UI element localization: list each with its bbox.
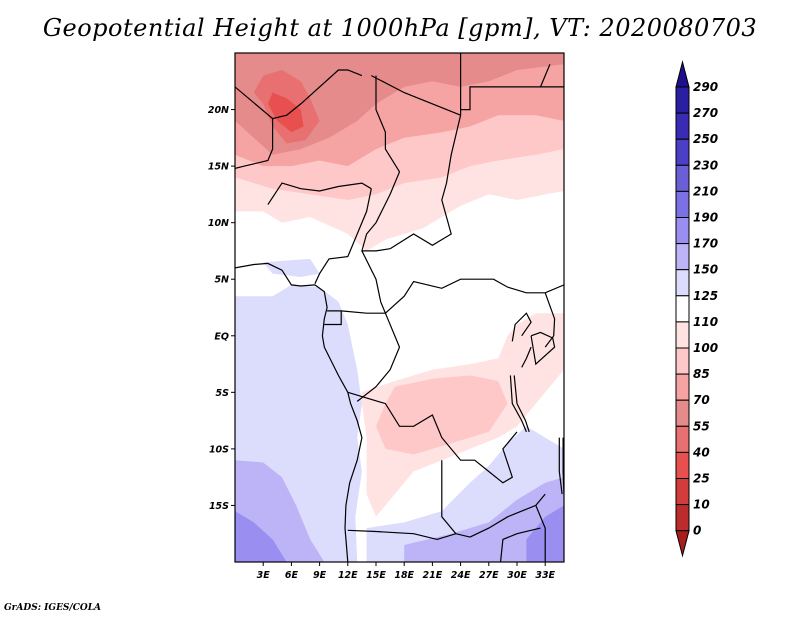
border-line — [511, 312, 532, 342]
colorbar-segment — [675, 295, 690, 323]
border-line — [460, 53, 564, 111]
x-tick-label: 18E — [394, 570, 414, 581]
colorbar-label: 150 — [693, 263, 718, 277]
y-tick-label: 20N — [208, 105, 229, 116]
border-line — [469, 493, 546, 538]
border-line — [347, 391, 518, 484]
x-tick-label: 30E — [507, 570, 527, 581]
colorbar-label: 70 — [693, 393, 710, 407]
colorbar-extend-bottom — [675, 530, 690, 558]
contour-region — [235, 511, 287, 562]
colorbar-label: 210 — [693, 184, 718, 198]
colorbar-label: 110 — [693, 315, 718, 329]
colorbar-segment — [675, 190, 690, 218]
colorbar-segment — [675, 86, 690, 114]
x-tick-label: 12E — [338, 570, 358, 581]
border-line — [539, 64, 551, 88]
y-tick-label: 15N — [208, 162, 229, 173]
border-line — [235, 262, 363, 562]
colorbar-label: 250 — [693, 132, 718, 146]
colorbar-segment — [675, 478, 690, 506]
border-line — [314, 188, 372, 284]
contour-region — [235, 53, 564, 155]
y-tick-label: 10N — [208, 218, 229, 229]
colorbar-segment — [675, 217, 690, 245]
border-line — [544, 292, 556, 348]
grads-credit: GrADS: IGES/COLA — [4, 603, 102, 613]
colorbar-segment — [675, 164, 690, 192]
colorbar-segment — [675, 138, 690, 166]
contour-region — [376, 375, 508, 455]
colorbar-extend-top — [675, 60, 690, 88]
border-line — [347, 529, 471, 541]
country-borders — [235, 53, 564, 562]
y-tick-label: 5N — [214, 275, 229, 286]
x-tick-label: 24E — [451, 570, 471, 581]
y-tick-label: 10S — [209, 444, 229, 455]
y-tick-label: 5S — [216, 388, 230, 399]
contour-region — [267, 92, 304, 133]
colorbar-label: 190 — [693, 211, 718, 225]
contour-region — [404, 477, 564, 562]
border-line — [361, 75, 401, 252]
colorbar-label: 10 — [693, 498, 710, 512]
border-line — [509, 375, 527, 433]
colorbar-label: 170 — [693, 237, 718, 251]
x-tick-label: 6E — [285, 570, 299, 581]
colorbar-label: 40 — [692, 445, 710, 459]
colorbar-segment — [675, 243, 690, 271]
border-line — [441, 460, 457, 535]
border-line — [389, 109, 462, 250]
colorbar: 2902702502302101901701501251101008570554… — [675, 60, 718, 558]
chart-title: Geopotential Height at 1000hPa [gpm], VT… — [42, 14, 758, 42]
colorbar-segment — [675, 451, 690, 479]
colorbar-segment — [675, 321, 690, 349]
border-line — [356, 312, 401, 402]
colorbar-segment — [675, 373, 690, 401]
border-line — [558, 437, 563, 495]
colorbar-label: 25 — [693, 472, 710, 486]
colorbar-label: 55 — [693, 419, 710, 433]
y-tick-label: EQ — [214, 331, 229, 342]
border-line — [371, 75, 461, 116]
border-line — [513, 375, 530, 433]
colorbar-segment — [675, 399, 690, 427]
colorbar-label: 290 — [693, 80, 718, 94]
colorbar-label: 270 — [693, 106, 718, 120]
x-tick-label: 9E — [313, 570, 327, 581]
border-line — [535, 505, 546, 562]
colorbar-segment — [675, 347, 690, 375]
colorbar-label: 85 — [693, 367, 710, 381]
border-line — [324, 310, 342, 326]
map-frame — [234, 52, 565, 563]
colorbar-label: 100 — [693, 341, 718, 355]
border-line — [267, 182, 372, 205]
x-tick-label: 27E — [479, 570, 499, 581]
colorbar-segment — [675, 269, 690, 297]
colorbar-segment — [675, 504, 690, 532]
border-line — [521, 346, 532, 368]
x-tick-label: 3E — [257, 570, 271, 581]
border-line — [499, 527, 541, 562]
colorbar-segment — [675, 425, 690, 453]
contour-region — [263, 258, 320, 277]
colorbar-label: 0 — [693, 524, 701, 538]
border-line — [235, 118, 274, 169]
x-axis: 3E 6E 9E 12E 15E 18E 21E 24E 27E 30E 33E — [257, 562, 556, 581]
contour-field — [235, 53, 564, 562]
y-tick-label: 15S — [209, 501, 229, 512]
colorbar-segment — [675, 112, 690, 140]
border-line — [530, 331, 556, 366]
colorbar-label: 230 — [693, 158, 718, 172]
y-axis: 20N 15N 10N 5N EQ 5S 10S 15S — [208, 105, 235, 512]
colorbar-label: 125 — [693, 289, 718, 303]
x-tick-label: 15E — [366, 570, 386, 581]
x-tick-label: 21E — [423, 570, 443, 581]
border-line — [384, 278, 564, 314]
x-tick-label: 33E — [535, 570, 555, 581]
